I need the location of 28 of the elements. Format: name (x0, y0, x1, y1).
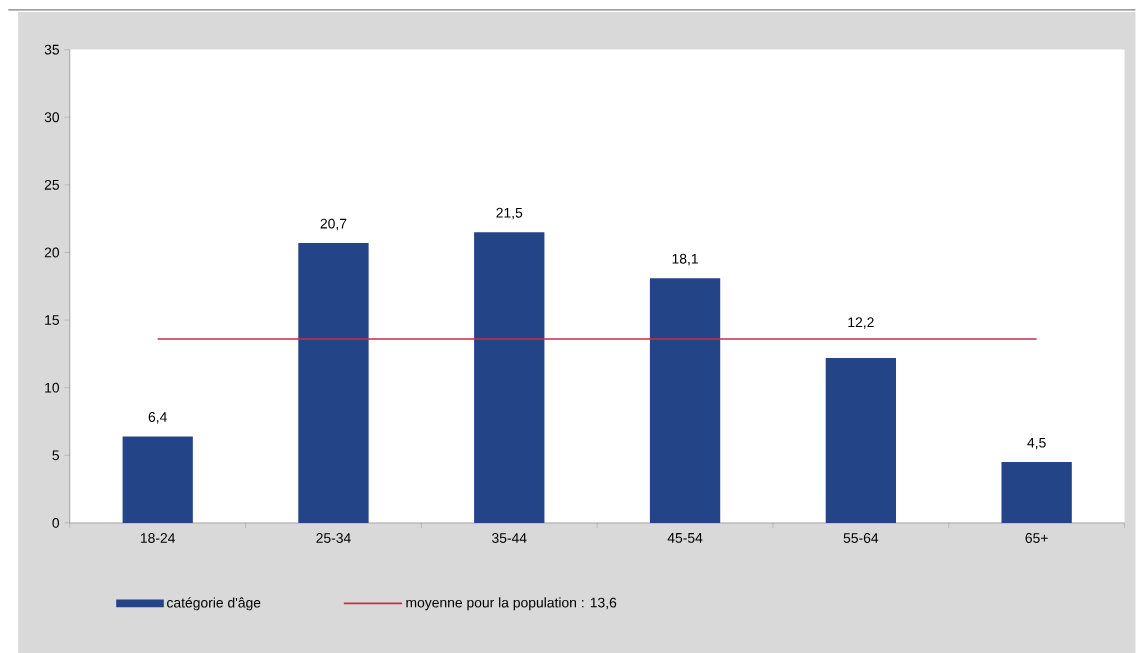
bar (474, 232, 545, 523)
bar (1001, 462, 1072, 523)
bar (649, 278, 721, 523)
y-tick-label: 5 (52, 450, 59, 461)
bar (298, 243, 369, 523)
x-tick-label: 45-54 (667, 533, 703, 543)
data-label: 12,2 (848, 317, 874, 329)
data-label: 21,5 (496, 207, 523, 220)
x-tick-label: 65+ (1025, 533, 1048, 543)
y-tick-label: 15 (45, 315, 59, 325)
legend-label: catégorie d'âge (167, 597, 261, 611)
data-label: 6,4 (148, 412, 167, 424)
data-label: 4,5 (1027, 437, 1046, 450)
x-tick-label: 18-24 (140, 533, 176, 543)
legend-label: moyenne pour la population : 13,6 (406, 597, 617, 611)
bar (825, 357, 897, 523)
y-tick-label: 35 (44, 44, 59, 55)
bar (122, 436, 193, 523)
y-tick-label: 0 (52, 518, 60, 528)
x-tick-label: 35-44 (492, 533, 527, 543)
y-tick-label: 20 (44, 247, 60, 258)
y-tick-label: 10 (45, 382, 60, 393)
y-tick-label: 30 (44, 112, 60, 123)
x-tick-label: 55-64 (843, 533, 879, 543)
data-label: 18,1 (672, 253, 698, 266)
y-tick-label: 25 (44, 179, 59, 190)
data-label: 20,7 (320, 218, 347, 231)
x-tick-label: 25-34 (316, 533, 351, 543)
